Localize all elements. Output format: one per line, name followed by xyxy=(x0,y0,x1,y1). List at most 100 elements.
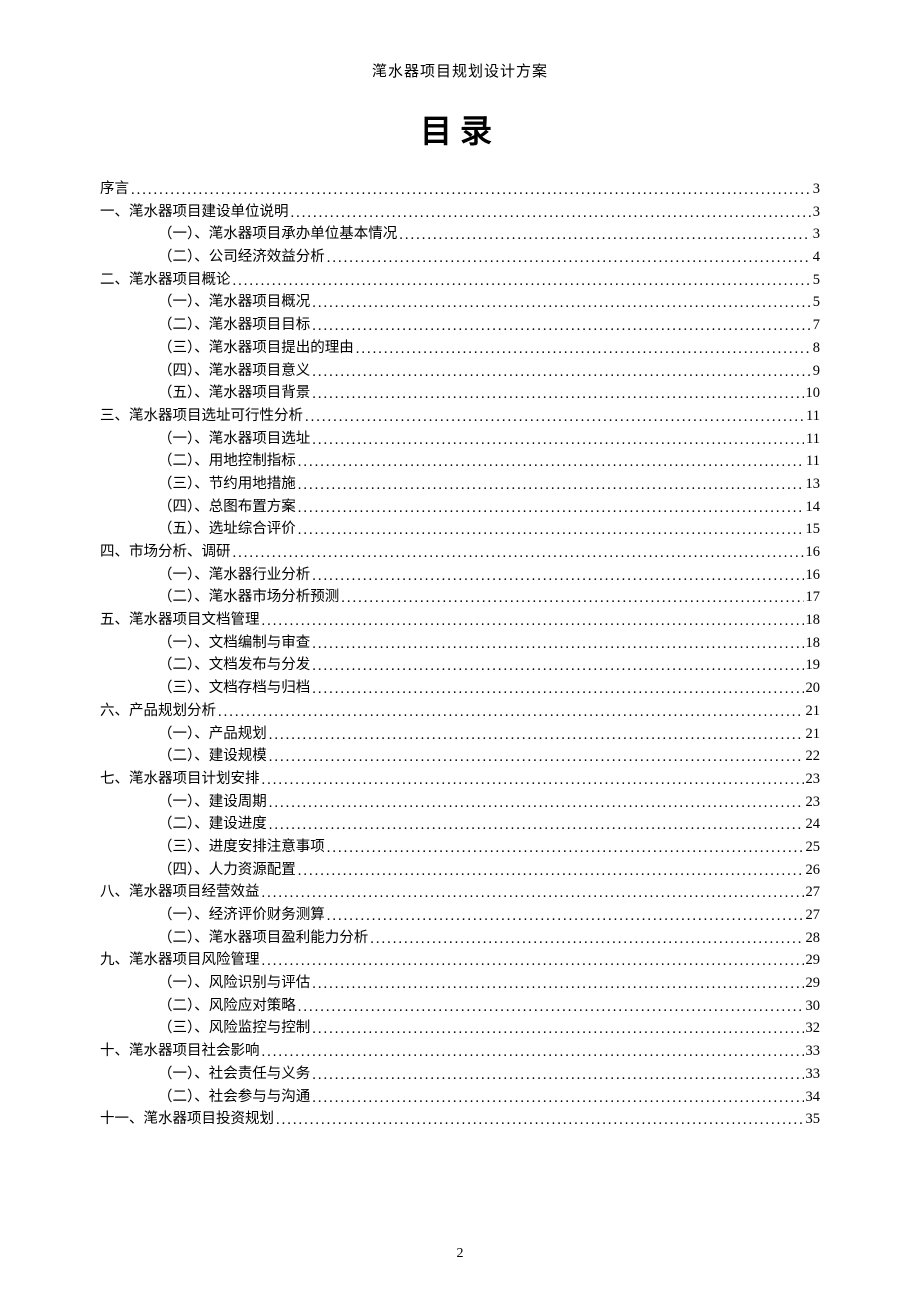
toc-dots xyxy=(312,296,811,311)
toc-entry-label: （二）、滗水器市场分析预测 xyxy=(158,590,339,605)
page-number: 2 xyxy=(457,1246,464,1262)
toc-entry-page: 16 xyxy=(806,545,821,560)
toc-entry-page: 5 xyxy=(813,273,820,288)
toc-entry-page: 27 xyxy=(806,908,821,923)
toc-entry-label: （二）、建设规模 xyxy=(158,749,267,764)
toc-entry-page: 32 xyxy=(806,1021,821,1036)
toc-dots xyxy=(312,365,811,380)
toc-dots xyxy=(399,228,811,243)
toc-entry-label: （二）、滗水器项目盈利能力分析 xyxy=(158,931,368,946)
toc-entry-label: （一）、滗水器项目选址 xyxy=(158,432,310,447)
toc-entry-page: 18 xyxy=(806,636,821,651)
toc-entry-page: 28 xyxy=(806,931,821,946)
toc-dots xyxy=(298,523,804,538)
toc-entry-label: （三）、文档存档与归档 xyxy=(158,681,310,696)
toc-entry: 六、产品规划分析21 xyxy=(100,704,820,719)
toc-entry: （一）、建设周期23 xyxy=(100,795,820,810)
toc-dots xyxy=(341,591,803,606)
toc-entry: 十一、滗水器项目投资规划35 xyxy=(100,1112,820,1127)
toc-entry-page: 25 xyxy=(806,840,821,855)
toc-entry: （二）、用地控制指标11 xyxy=(100,454,820,469)
toc-entry: （二）、风险应对策略30 xyxy=(100,999,820,1014)
toc-entry: （二）、滗水器项目目标7 xyxy=(100,318,820,333)
toc-entry: （一）、社会责任与义务33 xyxy=(100,1067,820,1082)
toc-entry-label: （五）、滗水器项目背景 xyxy=(158,386,310,401)
toc-entry: （三）、文档存档与归档 20 xyxy=(100,681,820,696)
toc-entry-page: 19 xyxy=(806,658,821,673)
toc-entry: 一、滗水器项目建设单位说明 3 xyxy=(100,205,820,220)
document-header: 滗水器项目规划设计方案 xyxy=(100,60,820,81)
toc-entry-page: 4 xyxy=(813,250,820,265)
toc-entry: 十、滗水器项目社会影响 33 xyxy=(100,1044,820,1059)
toc-entry-page: 11 xyxy=(806,409,820,424)
toc-entry-label: 十、滗水器项目社会影响 xyxy=(100,1044,260,1059)
toc-dots xyxy=(312,977,803,992)
toc-entry: （二）、公司经济效益分析4 xyxy=(100,250,820,265)
toc-entry-page: 11 xyxy=(806,432,820,447)
toc-entry-page: 20 xyxy=(806,681,821,696)
toc-dots xyxy=(233,274,811,289)
toc-dots xyxy=(262,614,804,629)
toc-entry: 八、滗水器项目经营效益 27 xyxy=(100,885,820,900)
toc-entry-page: 29 xyxy=(806,953,821,968)
toc-entry-page: 34 xyxy=(806,1090,821,1105)
toc-entry-page: 13 xyxy=(806,477,821,492)
toc-entry-label: 八、滗水器项目经营效益 xyxy=(100,885,260,900)
toc-entry-label: 六、产品规划分析 xyxy=(100,704,216,719)
toc-entry-label: 序言 xyxy=(100,182,129,197)
toc-entry-label: （一）、建设周期 xyxy=(158,795,267,810)
toc-entry: 四、市场分析、调研 16 xyxy=(100,545,820,560)
toc-entry-label: （三）、风险监控与控制 xyxy=(158,1021,310,1036)
toc-dots xyxy=(233,546,804,561)
toc-dots xyxy=(298,455,804,470)
toc-entry: （三）、风险监控与控制 32 xyxy=(100,1021,820,1036)
toc-dots xyxy=(269,728,804,743)
toc-entry-label: （一）、滗水器项目概况 xyxy=(158,295,310,310)
toc-entry-label: （三）、进度安排注意事项 xyxy=(158,840,325,855)
toc-entry-label: （二）、滗水器项目目标 xyxy=(158,318,310,333)
toc-entry: （五）、选址综合评价15 xyxy=(100,522,820,537)
toc-entry-page: 9 xyxy=(813,364,820,379)
toc-entry-label: （二）、风险应对策略 xyxy=(158,999,296,1014)
toc-entry-page: 22 xyxy=(806,749,821,764)
toc-dots xyxy=(327,909,804,924)
toc-title: 目录 xyxy=(100,106,820,152)
toc-entry-page: 18 xyxy=(806,613,821,628)
toc-entry-label: （二）、建设进度 xyxy=(158,817,267,832)
toc-entry: （四）、人力资源配置26 xyxy=(100,863,820,878)
toc-entry: 九、滗水器项目风险管理29 xyxy=(100,953,820,968)
toc-entry: （三）、滗水器项目提出的理由8 xyxy=(100,341,820,356)
toc-entry-label: 二、滗水器项目概论 xyxy=(100,273,231,288)
toc-entry-page: 17 xyxy=(806,590,821,605)
toc-entry-label: （一）、产品规划 xyxy=(158,727,267,742)
toc-entry-label: 七、滗水器项目计划安排 xyxy=(100,772,260,787)
toc-dots xyxy=(298,478,804,493)
toc-entry-label: 四、市场分析、调研 xyxy=(100,545,231,560)
toc-entry-page: 33 xyxy=(806,1044,821,1059)
toc-entry-label: （一）、文档编制与审查 xyxy=(158,636,310,651)
toc-entry: （二）、建设规模 22 xyxy=(100,749,820,764)
toc-entry-page: 14 xyxy=(806,500,821,515)
toc-dots xyxy=(298,1000,804,1015)
toc-entry-page: 27 xyxy=(806,885,821,900)
toc-dots xyxy=(269,796,804,811)
toc-entry-page: 23 xyxy=(806,772,821,787)
toc-dots xyxy=(312,319,811,334)
toc-dots xyxy=(298,501,804,516)
toc-dots xyxy=(262,954,804,969)
toc-entry: （一）、滗水器项目概况5 xyxy=(100,295,820,310)
toc-entry-label: 一、滗水器项目建设单位说明 xyxy=(100,205,289,220)
toc-entry: （一）、文档编制与审查 18 xyxy=(100,636,820,651)
toc-entry-label: 十一、滗水器项目投资规划 xyxy=(100,1112,274,1127)
toc-dots xyxy=(131,183,811,198)
toc-entry: （一）、经济评价财务测算27 xyxy=(100,908,820,923)
toc-dots xyxy=(298,864,804,879)
toc-entry: 五、滗水器项目文档管理18 xyxy=(100,613,820,628)
toc-entry-label: 三、滗水器项目选址可行性分析 xyxy=(100,409,303,424)
toc-entry-label: （二）、文档发布与分发 xyxy=(158,658,310,673)
toc-dots xyxy=(312,1091,803,1106)
toc-dots xyxy=(312,569,803,584)
toc-entry-page: 3 xyxy=(813,205,820,220)
toc-entry: （二）、滗水器项目盈利能力分析 28 xyxy=(100,931,820,946)
toc-dots xyxy=(312,682,803,697)
